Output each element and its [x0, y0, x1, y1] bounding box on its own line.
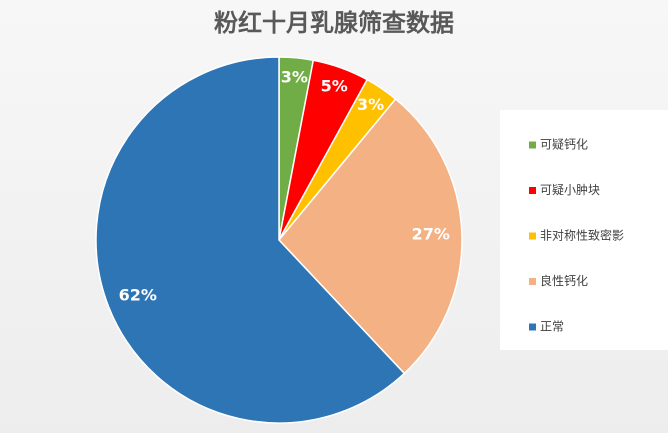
legend-swatch — [529, 232, 536, 240]
legend-swatch — [529, 278, 536, 285]
legend-label: 可疑小肿块 — [540, 182, 600, 197]
data-label: 3% — [357, 95, 384, 114]
legend-label: 可疑钙化 — [540, 137, 588, 152]
legend-label: 正常 — [540, 320, 564, 334]
legend-swatch — [529, 187, 536, 194]
data-label: 62% — [119, 285, 157, 304]
data-label: 27% — [412, 225, 450, 244]
legend-swatch — [529, 323, 536, 331]
legend-label: 非对称性致密影 — [540, 228, 624, 243]
legend-label: 良性钙化 — [540, 273, 588, 288]
legend-swatch — [529, 141, 536, 149]
data-label: 5% — [321, 76, 348, 95]
pie-slice — [278, 97, 463, 375]
data-label: 3% — [281, 67, 308, 86]
chart-title: 粉红十月乳腺筛查数据 — [214, 9, 454, 37]
legend-box — [500, 110, 668, 350]
pie-slice — [95, 56, 406, 424]
